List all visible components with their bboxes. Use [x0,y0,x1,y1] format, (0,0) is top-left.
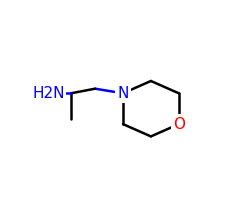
Text: O: O [173,117,185,132]
Text: H2N: H2N [32,86,65,101]
Text: N: N [117,86,129,101]
